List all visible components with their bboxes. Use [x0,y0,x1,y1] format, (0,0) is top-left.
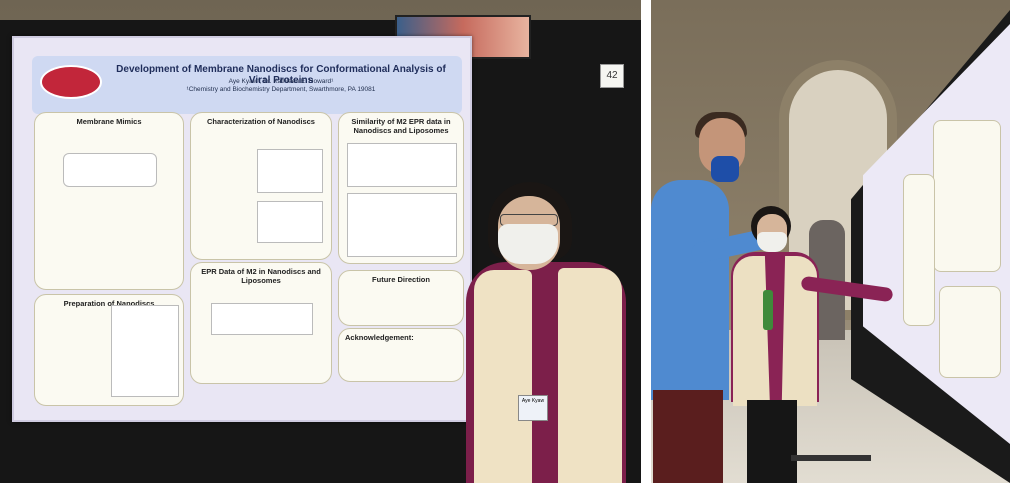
figure [347,143,457,187]
section-title: EPR Data of M2 in Nanodiscs and Liposome… [201,267,321,285]
affiliation-line: ¹Chemistry and Biochemistry Department, … [186,86,376,94]
section-membrane-mimics: Membrane Mimics [34,112,184,290]
presenter-vest [558,268,622,483]
left-photo: Development of Membrane Nanodiscs for Co… [0,0,641,483]
face-mask [498,224,558,264]
figure [257,201,323,243]
poster-section [903,174,935,326]
figure [347,193,457,257]
attendee-body [651,180,729,400]
water-bottle [763,290,773,330]
poster-section [939,286,1001,378]
section-title: Characterization of Nanodiscs [207,117,315,126]
section-epr: EPR Data of M2 in Nanodiscs and Liposome… [190,262,332,384]
research-poster-side-view [863,24,1010,444]
figure [257,149,323,193]
research-poster: Development of Membrane Nanodiscs for Co… [12,36,472,422]
presenter-legs [747,400,797,483]
section-title: Similarity of M2 EPR data in Nanodiscs a… [351,117,451,135]
section-similarity: Similarity of M2 EPR data in Nanodiscs a… [338,112,464,264]
poster-header [32,56,462,114]
poster-authors: Aye Kyaw¹, Dr. Kathleen E. Howard¹ ¹Chem… [106,78,456,95]
poster-section [933,120,1001,272]
section-characterization: Characterization of Nanodiscs [190,112,332,260]
poster-title: Development of Membrane Nanodiscs for Co… [116,64,446,86]
right-photo [651,0,1010,483]
section-title: Acknowledgement: [345,333,414,342]
section-acknowledgement: Acknowledgement: [338,328,464,382]
figure [111,305,179,397]
figure [63,153,157,187]
poster-number-tag: 42 [600,64,624,88]
section-title: Preparation of Nanodiscs [63,299,155,308]
face-mask [757,232,787,252]
attendee-legs [653,390,723,483]
name-badge: Aye Kyaw [518,395,548,421]
section-preparation: Preparation of Nanodiscs [34,294,184,406]
college-logo [40,65,102,99]
presenter-vest [474,270,532,483]
easel-base [791,455,871,461]
section-title: Future Direction [372,275,430,284]
section-future: Future Direction [338,270,464,326]
section-title: Membrane Mimics [76,117,142,126]
author-line: Aye Kyaw¹, Dr. Kathleen E. Howard¹ [228,78,334,85]
figure [211,303,313,335]
face-mask [711,156,739,182]
